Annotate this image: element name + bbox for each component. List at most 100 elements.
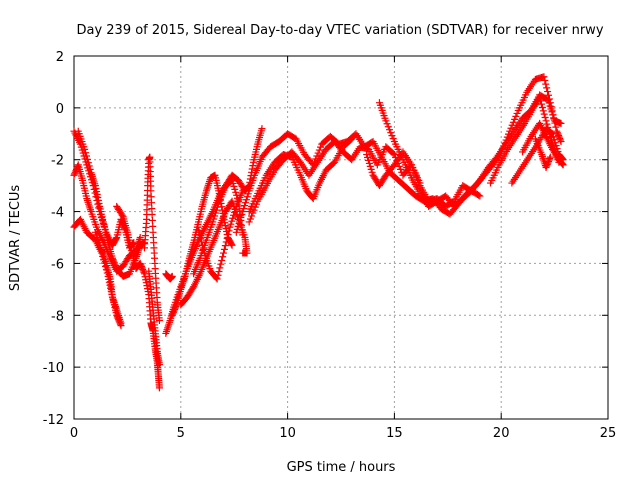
data-point xyxy=(70,171,78,179)
data-point xyxy=(228,241,236,249)
y-axis-label: SDTVAR / TECUs xyxy=(8,185,23,292)
data-point xyxy=(91,182,99,190)
data-point xyxy=(544,96,552,104)
data-point xyxy=(117,319,125,327)
data-point xyxy=(137,261,145,269)
data-point xyxy=(85,162,93,170)
data-point xyxy=(228,217,236,225)
data-point xyxy=(543,84,551,92)
data-point xyxy=(81,145,89,153)
data-point xyxy=(148,211,156,219)
data-point xyxy=(366,162,374,170)
data-point xyxy=(548,129,556,137)
data-point xyxy=(240,205,248,213)
series-arc-23 xyxy=(531,135,554,171)
data-point xyxy=(541,76,549,84)
series-arc-5 xyxy=(91,228,125,327)
data-point xyxy=(213,203,221,211)
data-point xyxy=(209,218,217,226)
data-point xyxy=(540,110,548,118)
data-point xyxy=(112,235,120,243)
data-point xyxy=(155,316,163,324)
data-point xyxy=(171,305,179,313)
data-point xyxy=(220,249,228,257)
data-point xyxy=(543,95,551,103)
data-point xyxy=(363,151,371,159)
data-point xyxy=(542,80,550,88)
y-tick-label: 0 xyxy=(56,102,64,117)
data-point xyxy=(95,199,103,207)
data-point xyxy=(71,170,79,178)
data-point xyxy=(549,133,557,141)
data-point xyxy=(222,238,230,246)
y-tick-label: -12 xyxy=(43,413,64,428)
x-tick-label: 25 xyxy=(600,426,617,441)
data-point xyxy=(86,165,94,173)
series-arc-4 xyxy=(74,127,148,280)
data-point xyxy=(118,211,126,219)
data-point xyxy=(229,214,237,222)
data-point xyxy=(364,153,372,161)
data-point xyxy=(557,119,565,127)
data-point xyxy=(386,126,394,134)
y-tick-label: -2 xyxy=(51,154,64,169)
data-point xyxy=(212,209,220,217)
data-point xyxy=(147,193,155,201)
data-point xyxy=(512,112,520,120)
series-arc-13 xyxy=(190,176,247,278)
data-point xyxy=(221,242,229,250)
data-point xyxy=(548,108,556,116)
data-point xyxy=(367,165,375,173)
data-point xyxy=(227,240,235,248)
data-point xyxy=(558,159,566,167)
x-tick-label: 10 xyxy=(279,426,296,441)
data-point xyxy=(553,145,561,153)
data-point xyxy=(106,281,114,289)
data-point xyxy=(229,179,237,187)
data-point xyxy=(552,123,560,131)
data-point xyxy=(149,222,157,230)
data-point xyxy=(545,156,553,164)
data-point xyxy=(197,234,205,242)
data-point xyxy=(537,97,545,105)
data-point xyxy=(231,208,239,216)
x-axis-label: GPS time / hours xyxy=(287,460,396,475)
data-point xyxy=(111,262,119,270)
data-point xyxy=(539,107,547,115)
data-point xyxy=(540,73,548,81)
x-tick-labels: 0 5 10 15 20 25 xyxy=(70,426,616,441)
x-tick-label: 20 xyxy=(493,426,510,441)
data-point xyxy=(155,361,163,369)
data-point xyxy=(545,99,553,107)
plot-frame xyxy=(73,55,609,420)
data-point xyxy=(110,259,118,267)
data-point xyxy=(538,103,546,111)
data-point xyxy=(246,215,254,223)
data-point xyxy=(234,222,242,230)
data-point xyxy=(168,311,176,319)
data-point xyxy=(556,136,564,144)
data-point xyxy=(72,167,80,175)
data-point xyxy=(559,160,567,168)
data-point xyxy=(211,212,219,220)
data-point xyxy=(544,88,552,96)
data-point xyxy=(546,155,554,163)
data-point xyxy=(236,207,244,215)
data-point xyxy=(546,153,554,161)
data-point xyxy=(233,225,241,233)
data-point xyxy=(541,113,549,121)
data-point xyxy=(237,213,245,221)
data-point xyxy=(364,156,372,164)
series-arc-17 xyxy=(245,135,356,216)
data-point xyxy=(142,279,150,287)
data-point xyxy=(543,161,551,169)
data-point xyxy=(346,136,354,144)
data-point xyxy=(239,249,247,257)
y-tick-label: -6 xyxy=(51,257,64,272)
data-point xyxy=(315,146,323,154)
data-point xyxy=(230,182,238,190)
data-point xyxy=(138,264,146,272)
data-point xyxy=(348,135,356,143)
data-point xyxy=(511,115,519,123)
data-point xyxy=(232,188,240,196)
